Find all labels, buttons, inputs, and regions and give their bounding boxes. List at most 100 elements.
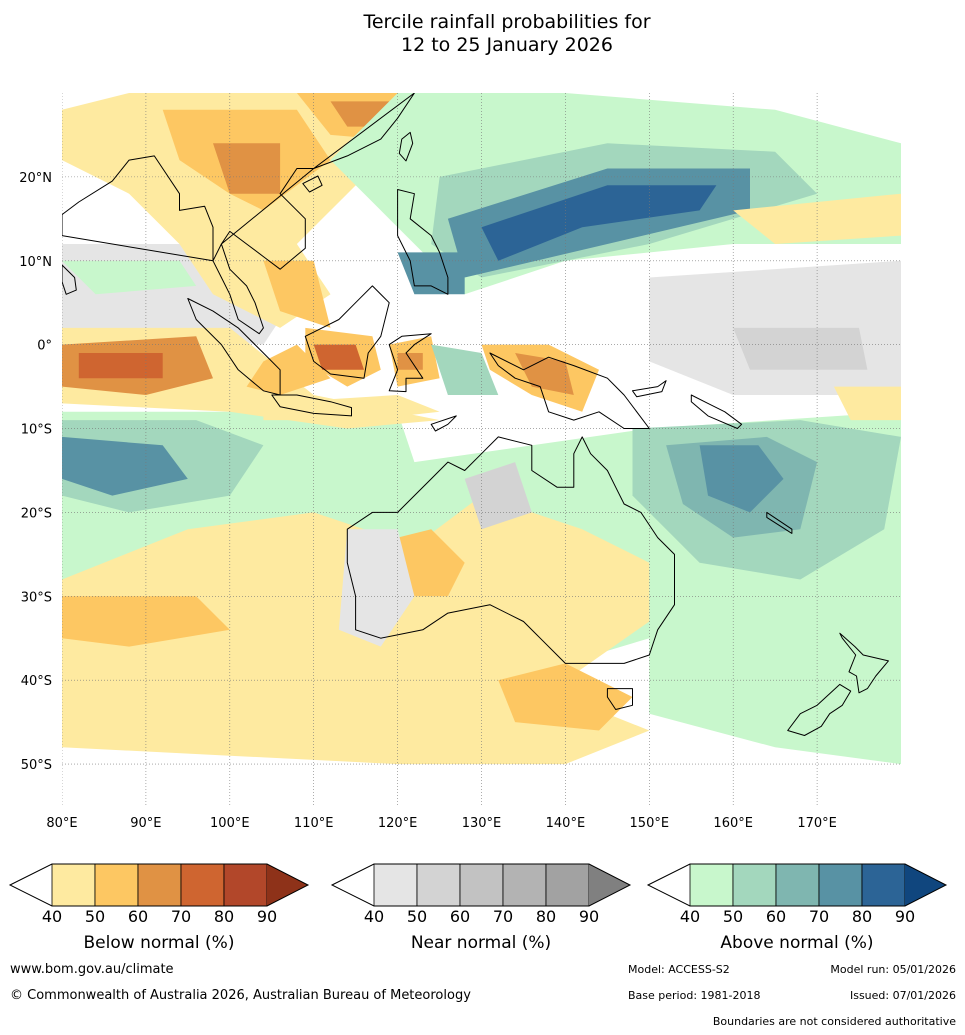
y-tick-label: 20°N [19,171,52,186]
colorbar-near-tick-40: 40 [364,907,384,926]
colorbar-near-segment-2 [416,863,461,907]
region-below-level-3-31 [515,353,574,395]
colorbar-near-high-extension [589,864,630,906]
colorbar-near-low-extension [332,864,374,906]
colorbar-above-tick-40: 40 [680,907,700,926]
footer-base-period: Base period: 1981-2018 [628,989,760,1002]
coastline-new-caledonia [766,511,793,534]
x-tick-label: 120°E [378,816,418,831]
map-area [62,93,901,806]
x-tick-label: 90°E [130,816,161,831]
coastlines [62,93,889,736]
coastline-borneo [304,285,390,379]
colorbar-below-normal: 40 50 60 70 80 90 [8,863,310,926]
y-tick-label: 10°S [21,423,52,438]
coastline-nz-north [839,632,889,694]
colorbar-above-low-extension [648,864,690,906]
coastline-malay-peninsula [212,243,264,335]
coastline-sulawesi [388,333,432,393]
colorbar-above-normal: 40 50 60 70 80 90 [646,863,948,926]
region-above-level-1-39 [62,260,197,295]
chart-title-line1: Tercile rainfall probabilities for [362,11,650,33]
x-tick-label: 150°E [630,816,670,831]
colorbar-near-segment-3 [459,863,504,907]
x-axis-ticks: 80°E 90°E 100°E 110°E 120°E 130°E 140°E 150°E 16… [46,816,836,831]
x-tick-label: 160°E [713,816,753,831]
region-near-level-2-14 [733,327,868,370]
colorbar-above-label: Above normal (%) [720,933,873,953]
colorbar-below-segment-4 [180,863,225,907]
coastline-timor [430,415,457,432]
footer-copyright: © Commonwealth of Australia 2026, Austra… [10,988,471,1003]
colorbar-below-tick-50: 50 [85,907,105,926]
colorbar-above-segment-2 [732,863,777,907]
colorbar-above-segment-1 [689,863,734,907]
region-above-level-4-10 [699,445,784,513]
coastline-sri-lanka [62,264,77,295]
colorbar-near-outline [330,863,632,907]
coastline-china-coast [313,93,415,169]
footer-model-run: Model run: 05/01/2026 [830,963,956,976]
region-near-level-1-6 [338,529,415,647]
colorbar-below-segment-2 [94,863,139,907]
footer-issued: Issued: 07/01/2026 [850,989,956,1002]
colorbar-above-outline [646,863,948,907]
x-tick-label: 80°E [46,816,77,831]
probability-regions [62,93,901,765]
y-tick-label: 50°S [21,758,52,773]
x-tick-label: 100°E [210,816,250,831]
coastline-australia [346,436,675,664]
x-tick-label: 170°E [797,816,837,831]
colorbar-above-high-extension [905,864,946,906]
colorbar-below-tick-90: 90 [257,907,277,926]
y-tick-label: 20°S [21,506,52,521]
colorbar-near-tick-90: 90 [579,907,599,926]
colorbar-near-tick-80: 80 [536,907,556,926]
colorbar-below-low-extension [10,864,52,906]
y-tick-label: 10°N [19,255,52,270]
colorbar-near-tick-60: 60 [450,907,470,926]
x-tick-label: 130°E [462,816,502,831]
y-axis-ticks: 20°N 10°N 0° 10°S 20°S 30°S 40°S 50°S [19,171,52,773]
coastline-nz-south [787,683,852,736]
footer-disclaimer: Boundaries are not considered authoritat… [713,1015,956,1028]
footer-model: Model: ACCESS-S2 [628,963,730,976]
region-below-level-2-23 [263,260,331,328]
region-below-level-1-20 [62,93,415,328]
colorbar-near-label: Near normal (%) [411,933,551,953]
colorbar-below-outline [8,863,310,907]
coastline-tasmania [606,688,633,710]
coastline-burma-india [62,155,214,262]
colorbar-below-tick-40: 40 [42,907,62,926]
y-tick-label: 30°S [21,590,52,605]
colorbar-near-segment-5 [545,863,590,907]
region-above-level-4-12 [62,436,188,496]
colorbar-above-tick-80: 80 [852,907,872,926]
colorbar-above-tick-70: 70 [809,907,829,926]
graticule [62,93,901,806]
region-below-level-3-22 [213,143,281,194]
x-tick-label: 110°E [294,816,334,831]
footer-url[interactable]: www.bom.gov.au/climate [10,962,174,977]
coastline-solomons [690,394,743,429]
colorbar-near-segment-4 [502,863,547,907]
colorbar-above-segment-4 [818,863,863,907]
colorbar-below-tick-60: 60 [128,907,148,926]
colorbar-below-high-extension [267,864,308,906]
colorbar-above-tick-90: 90 [895,907,915,926]
colorbar-below-tick-80: 80 [214,907,234,926]
colorbar-below-tick-70: 70 [171,907,191,926]
y-tick-label: 0° [37,339,52,354]
colorbar-above-segment-5 [861,863,906,907]
region-below-level-1-2 [62,697,650,765]
coastline-new-guinea [489,352,650,429]
region-below-level-1-40 [733,193,901,244]
colorbar-below-segment-5 [223,863,268,907]
colorbar-above-tick-50: 50 [723,907,743,926]
coastline-indochina-coast [220,168,315,270]
coastline-philippines [397,189,449,295]
colorbar-above-tick-60: 60 [766,907,786,926]
colorbar-near-tick-70: 70 [493,907,513,926]
colorbar-below-segment-1 [51,863,96,907]
